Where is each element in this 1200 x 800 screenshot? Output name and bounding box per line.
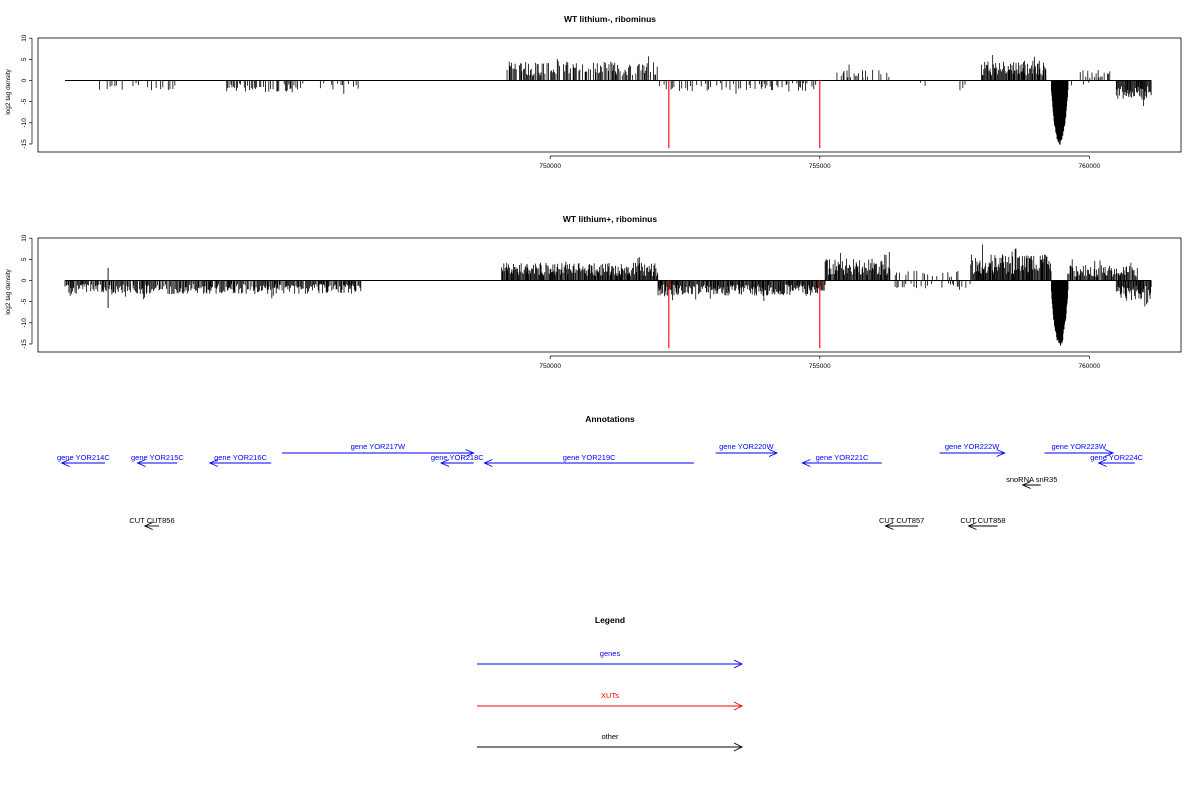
- y-tick-label: 5: [21, 257, 28, 261]
- annotation-feature: gene YOR215C: [131, 453, 184, 467]
- feature-arrowhead: [60, 459, 70, 467]
- annotations-track: Annotations gene YOR214C gene YOR215C gene…: [57, 414, 1144, 530]
- annotations-title: Annotations: [585, 414, 635, 424]
- feature-arrowhead: [465, 449, 475, 457]
- legend-arrowhead: [733, 659, 744, 669]
- feature-arrowhead: [143, 522, 153, 530]
- signal-bars: [64, 244, 1152, 346]
- y-axis: 10 5 0 -5 -10 -15: [21, 234, 33, 349]
- signal-bars: [99, 55, 1152, 145]
- red-markers: [668, 280, 821, 349]
- legend-label: XUTs: [601, 691, 619, 700]
- y-axis: 10 5 0 -5 -10 -15: [21, 34, 33, 149]
- legend-label: genes: [600, 649, 621, 658]
- y-tick-label: 10: [21, 234, 28, 242]
- feature-label: gene YOR215C: [131, 453, 184, 462]
- feature-arrowhead: [439, 459, 450, 467]
- feature-arrowhead: [884, 522, 894, 530]
- legend-item: genes: [477, 649, 744, 669]
- y-axis-label: log2 tag density: [5, 268, 12, 314]
- x-tick-label: 760000: [1078, 163, 1100, 170]
- feature-label: gene YOR218C: [431, 453, 484, 462]
- feature-label: gene YOR223W: [1051, 442, 1106, 451]
- legend-item: other: [477, 732, 744, 752]
- annotation-feature: gene YOR218C: [431, 453, 484, 467]
- x-tick-label: 750000: [539, 163, 561, 170]
- feature-label: CUT CUT858: [960, 516, 1005, 525]
- annotation-feature: CUT CUT858: [960, 516, 1006, 530]
- legend-items: genes XUTs other: [477, 649, 744, 752]
- feature-label: gene YOR220W: [719, 442, 774, 451]
- x-axis: 750000 755000 760000: [539, 155, 1101, 170]
- x-tick-label: 755000: [809, 363, 831, 370]
- chart-panel-lithium-plus: WT lithium+, ribominus log2 tag density …: [5, 214, 1182, 370]
- feature-arrowhead: [768, 449, 779, 457]
- y-tick-label: -15: [21, 139, 28, 149]
- feature-arrowhead: [1021, 481, 1031, 489]
- feature-label: gene YOR216C: [214, 453, 267, 462]
- feature-label: CUT CUT857: [879, 516, 924, 525]
- feature-label: gene YOR217W: [351, 442, 406, 451]
- annotation-feature: gene YOR220W: [715, 442, 779, 457]
- feature-arrowhead: [967, 522, 977, 530]
- chart-title: WT lithium+, ribominus: [563, 214, 657, 224]
- plot-frame: [37, 37, 1182, 153]
- x-tick-label: 760000: [1078, 363, 1100, 370]
- feature-arrowhead: [1104, 449, 1115, 457]
- annotation-feature: gene YOR214C: [57, 453, 110, 467]
- feature-arrowhead: [483, 459, 493, 467]
- red-markers: [668, 80, 821, 149]
- annotation-feature: gene YOR222W: [939, 442, 1006, 457]
- y-tick-label: 5: [21, 57, 28, 61]
- y-tick-label: -10: [21, 118, 28, 128]
- annotation-feature: snoRNA snR35: [1006, 475, 1057, 489]
- feature-label: gene YOR222W: [945, 442, 1000, 451]
- annotation-feature: CUT CUT856: [129, 516, 175, 530]
- feature-list: gene YOR214C gene YOR215C gene YOR216C gene…: [57, 442, 1144, 530]
- x-tick-label: 755000: [809, 163, 831, 170]
- y-tick-label: -5: [21, 98, 28, 104]
- x-axis: 750000 755000 760000: [539, 355, 1101, 370]
- chart-panel-lithium-minus: WT lithium-, ribominus log2 tag density …: [5, 14, 1182, 170]
- y-tick-label: 0: [21, 278, 28, 282]
- feature-label: snoRNA snR35: [1006, 475, 1057, 484]
- chart-title: WT lithium-, ribominus: [564, 14, 656, 24]
- y-tick-label: -5: [21, 298, 28, 304]
- x-tick-label: 750000: [539, 363, 561, 370]
- annotation-feature: gene YOR217W: [282, 442, 475, 457]
- y-tick-label: 10: [21, 34, 28, 42]
- feature-arrowhead: [136, 459, 146, 467]
- feature-label: gene YOR224C: [1090, 453, 1143, 462]
- annotation-feature: gene YOR221C: [801, 453, 882, 467]
- feature-label: CUT CUT856: [129, 516, 174, 525]
- y-axis-label: log2 tag density: [5, 68, 12, 114]
- feature-arrowhead: [801, 459, 811, 467]
- legend-arrowhead: [733, 742, 744, 752]
- legend-arrowhead: [733, 701, 744, 711]
- y-tick-label: -10: [21, 318, 28, 328]
- annotation-feature: CUT CUT857: [879, 516, 924, 530]
- y-tick-label: 0: [21, 78, 28, 82]
- feature-label: gene YOR221C: [816, 453, 869, 462]
- feature-label: gene YOR214C: [57, 453, 110, 462]
- feature-arrowhead: [996, 449, 1006, 457]
- feature-arrowhead: [208, 459, 218, 467]
- legend-title: Legend: [595, 615, 625, 625]
- annotation-feature: gene YOR223W: [1044, 442, 1115, 457]
- annotation-feature: gene YOR216C: [208, 453, 272, 467]
- legend-item: XUTs: [477, 691, 744, 711]
- plot-frame: [37, 237, 1182, 353]
- feature-arrowhead: [1097, 459, 1107, 467]
- annotation-feature: gene YOR224C: [1090, 453, 1144, 467]
- legend-label: other: [601, 732, 619, 741]
- feature-label: gene YOR219C: [563, 453, 616, 462]
- annotation-feature: gene YOR219C: [483, 453, 694, 467]
- legend: Legend genes XUTs other: [477, 615, 744, 752]
- y-tick-label: -15: [21, 339, 28, 349]
